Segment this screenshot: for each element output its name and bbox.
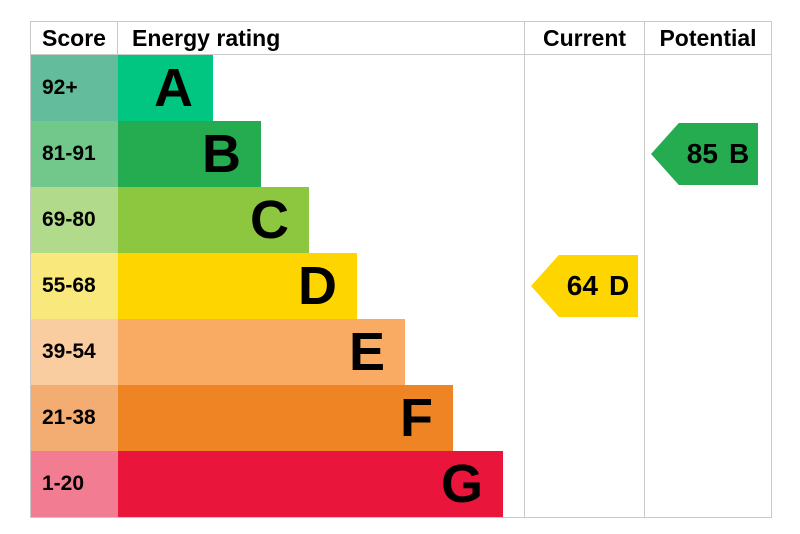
current-rating-arrow: 64 D	[531, 255, 638, 317]
rating-row-g: 1-20 G	[31, 451, 771, 517]
rating-bar-c: C	[118, 187, 309, 253]
current-cell-g	[524, 451, 644, 517]
current-cell-b	[524, 121, 644, 187]
current-cell-c	[524, 187, 644, 253]
current-grade-letter: D	[608, 270, 630, 301]
current-cell-e	[524, 319, 644, 385]
bar-zone: G	[118, 451, 524, 517]
rating-row-f: 21-38 F	[31, 385, 771, 451]
rating-row-b: 81-91 B 85 B	[31, 121, 771, 187]
current-cell-d: 64 D	[524, 253, 644, 319]
potential-cell-a	[644, 55, 771, 121]
potential-grade-letter: B	[728, 138, 750, 169]
potential-cell-d	[644, 253, 771, 319]
rating-row-d: 55-68 D 64 D	[31, 253, 771, 319]
score-range-d: 55-68	[31, 253, 118, 319]
score-range-c: 69-80	[31, 187, 118, 253]
potential-cell-e	[644, 319, 771, 385]
potential-cell-b: 85 B	[644, 121, 771, 187]
bar-zone: E	[118, 319, 524, 385]
score-range-a: 92+	[31, 55, 118, 121]
bar-zone: D	[118, 253, 524, 319]
energy-rating-column-header: Energy rating	[132, 24, 281, 51]
bar-zone: A	[118, 55, 524, 121]
rating-row-c: 69-80 C	[31, 187, 771, 253]
rating-row-a: 92+ A	[31, 55, 771, 121]
potential-score-value: 85	[686, 138, 718, 169]
potential-column-header: Potential	[644, 22, 771, 54]
score-range-b: 81-91	[31, 121, 118, 187]
table-header-row: Score Energy rating Current Potential	[31, 22, 771, 55]
potential-rating-arrow: 85 B	[651, 123, 758, 185]
rating-bar-a: A	[118, 55, 213, 121]
bar-zone: F	[118, 385, 524, 451]
current-column-header: Current	[524, 22, 644, 54]
current-cell-a	[524, 55, 644, 121]
rating-bar-e: E	[118, 319, 405, 385]
score-range-e: 39-54	[31, 319, 118, 385]
score-range-g: 1-20	[31, 451, 118, 517]
current-cell-f	[524, 385, 644, 451]
rating-bar-b: B	[118, 121, 261, 187]
rating-bar-f: F	[118, 385, 453, 451]
bar-zone: B	[118, 121, 524, 187]
potential-cell-f	[644, 385, 771, 451]
potential-cell-g	[644, 451, 771, 517]
rating-row-e: 39-54 E	[31, 319, 771, 385]
epc-table: Score Energy rating Current Potential 92…	[30, 21, 772, 518]
current-score-value: 64	[566, 270, 598, 301]
rating-bar-g: G	[118, 451, 503, 517]
score-column-header: Score	[31, 22, 118, 54]
potential-cell-c	[644, 187, 771, 253]
rating-bar-d: D	[118, 253, 357, 319]
bar-zone: C	[118, 187, 524, 253]
score-range-f: 21-38	[31, 385, 118, 451]
